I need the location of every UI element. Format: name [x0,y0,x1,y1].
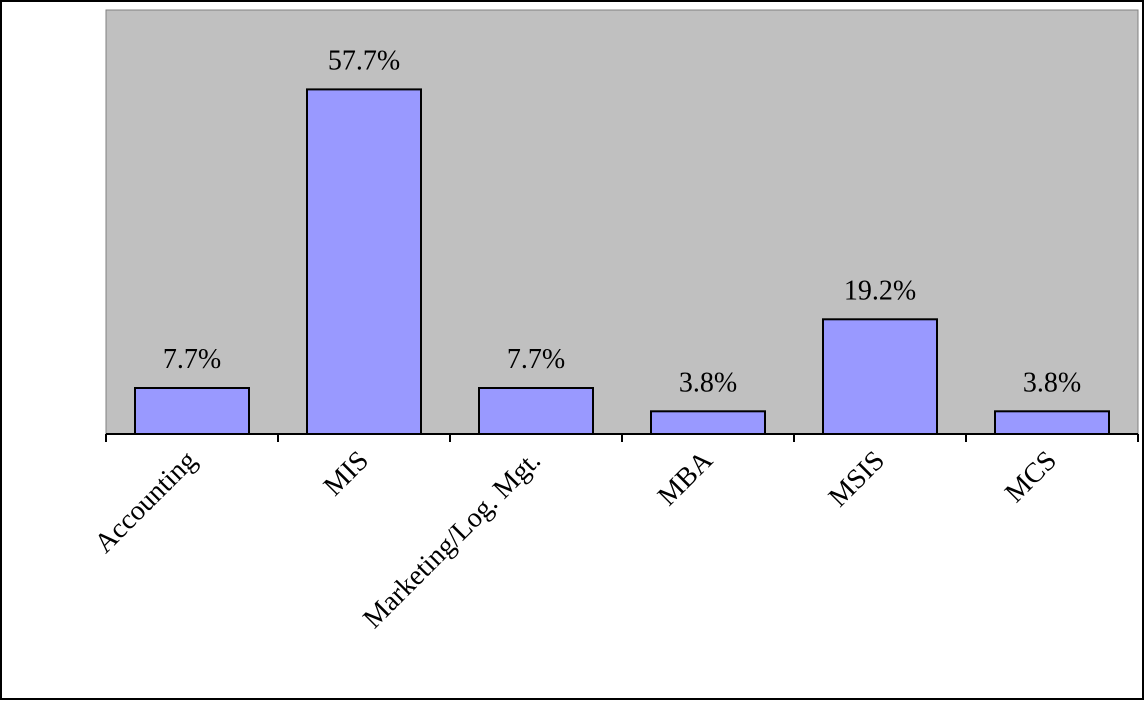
x-ticks-layer [105,434,1139,442]
x-tick-label-mcs: MCS [999,445,1063,509]
bar-mba [650,410,766,435]
data-label-accounting: 7.7% [163,344,221,375]
plot-area [105,9,1139,435]
x-tick-label-accounting: Accounting [89,445,203,559]
data-label-mba: 3.8% [679,367,737,398]
bars-layer [134,88,1110,436]
data-label-mis: 57.7% [328,45,400,76]
bar-marketing-log-mgt [478,387,594,435]
data-labels-layer: 7.7% 57.7% 7.7% 3.8% 19.2% 3.8% [163,45,1081,398]
bar-accounting [134,387,250,435]
x-tick-label-mis: MIS [318,445,375,502]
data-label-mcs: 3.8% [1023,367,1081,398]
x-tick-label-mba: MBA [652,444,720,512]
x-tick-label-msis: MSIS [823,445,891,513]
data-label-marketing-log-mgt: 7.7% [507,344,565,375]
x-tick-label-marketing-log-mgt: Marketing/Log. Mgt. [357,445,547,635]
bar-mis [306,88,422,436]
bar-mcs [994,410,1110,435]
data-label-msis: 19.2% [844,275,916,306]
bar-msis [822,318,938,435]
